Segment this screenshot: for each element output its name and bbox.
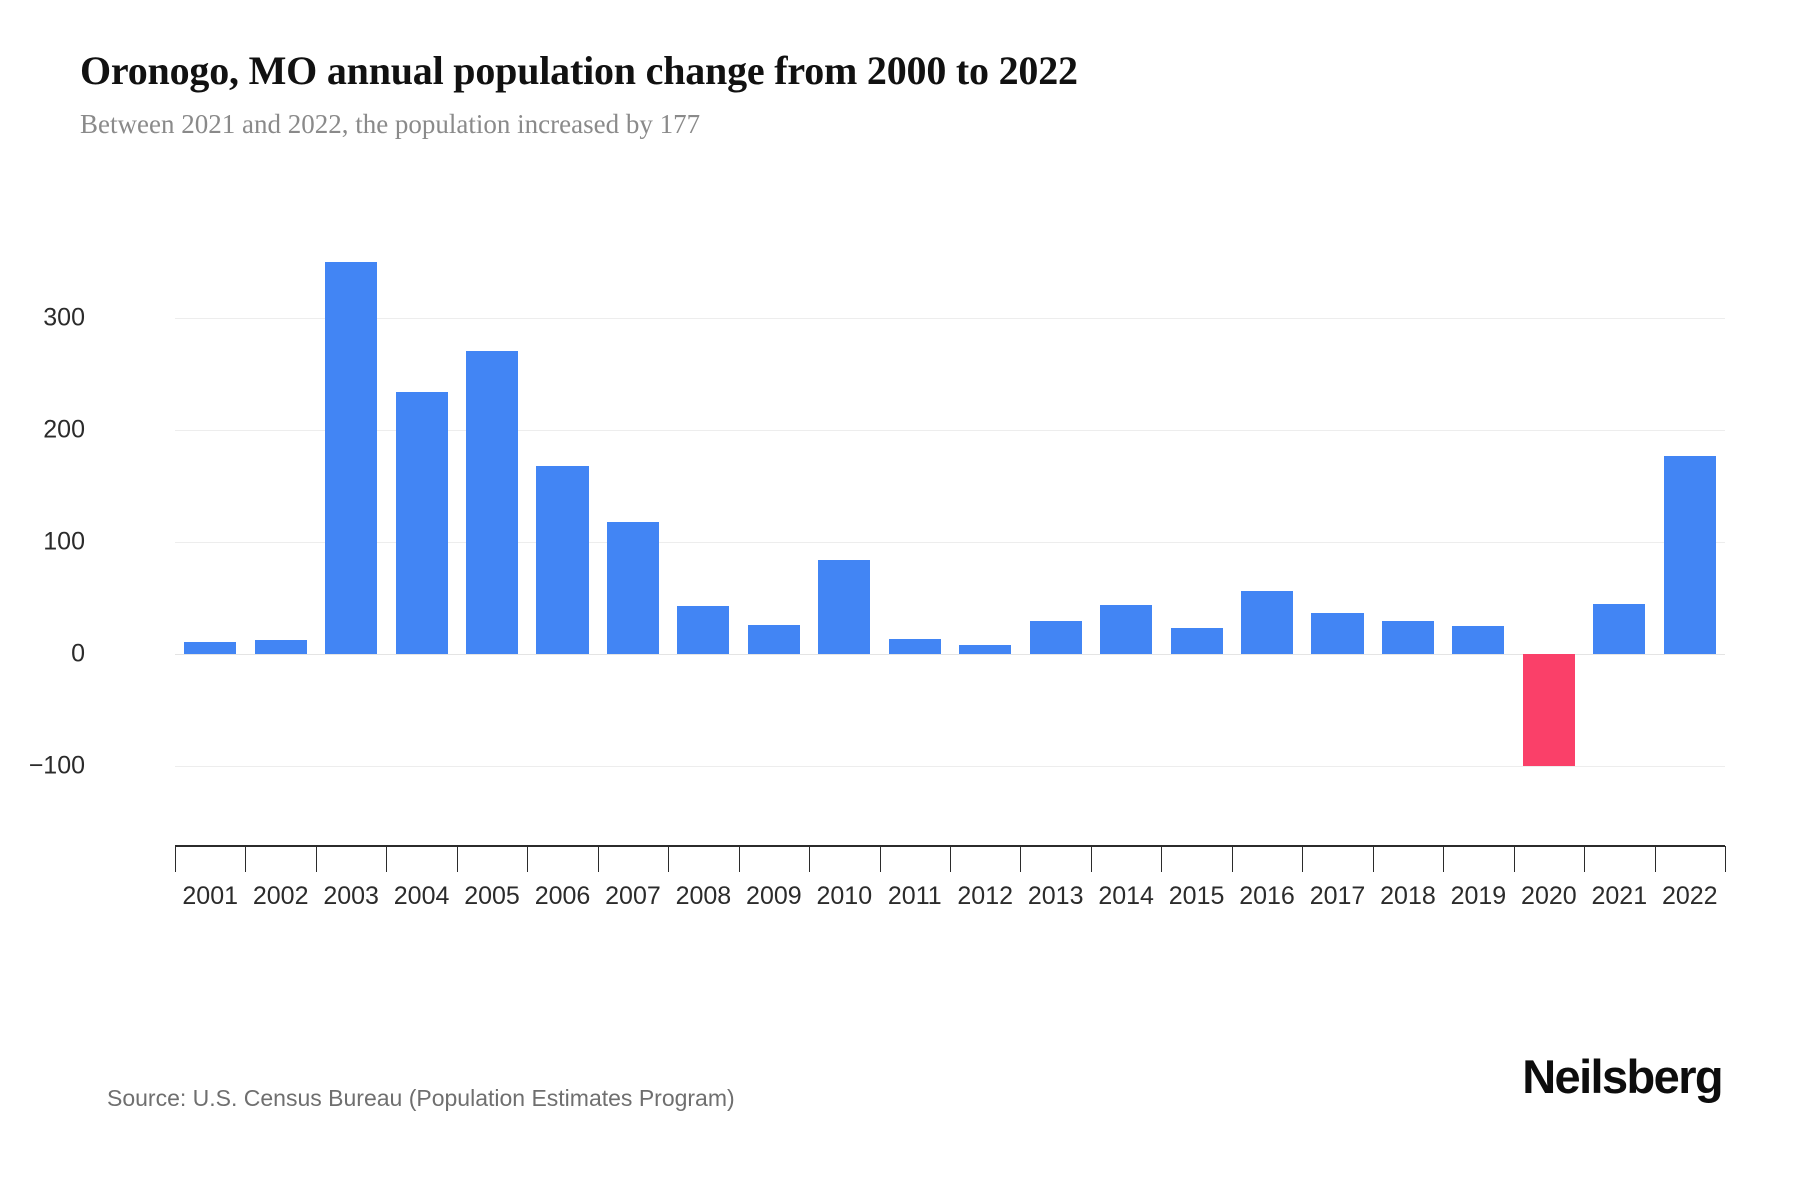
bar-2016[interactable] (1240, 590, 1294, 655)
chart-header: Oronogo, MO annual population change fro… (80, 48, 1720, 140)
gridline-0 (175, 654, 1725, 656)
x-tick (597, 846, 599, 872)
bar-2017[interactable] (1311, 612, 1364, 655)
x-tick-label-2019: 2019 (1450, 882, 1507, 910)
x-axis-labels: 2001 2002 2003 2004 2005 2006 2007 2008 2009 2010… (175, 882, 1725, 922)
bar-2019[interactable] (1452, 626, 1505, 655)
bar-2020[interactable] (1522, 654, 1575, 767)
bar-2005[interactable] (465, 350, 519, 655)
bar-2015[interactable] (1170, 627, 1223, 655)
neilsberg-logo: Neilsberg (1522, 1050, 1723, 1103)
y-tick-label: 100 (43, 527, 85, 556)
x-tick (527, 846, 529, 872)
x-tick-label-2006: 2006 (534, 882, 591, 910)
x-tick (879, 846, 881, 872)
bar-2007[interactable] (606, 522, 659, 655)
x-tick-label-2017: 2017 (1309, 882, 1366, 910)
x-tick-label-2004: 2004 (393, 882, 450, 910)
plot-canvas: 300 200 100 0 −100 (29, 240, 1725, 800)
chart-subtitle: Between 2021 and 2022, the population in… (80, 109, 701, 139)
x-tick-label-2012: 2012 (957, 882, 1014, 910)
bar-2010[interactable] (818, 560, 871, 655)
x-tick-label-2022: 2022 (1661, 882, 1718, 910)
x-tick-label-2009: 2009 (746, 882, 802, 910)
x-tick (1161, 846, 1163, 872)
bar-2001[interactable] (184, 642, 237, 655)
x-tick-label-2015: 2015 (1168, 882, 1225, 910)
x-tick (1725, 846, 1726, 872)
x-tick-label-2002: 2002 (252, 882, 309, 910)
x-tick-label-2013: 2013 (1027, 882, 1084, 910)
x-tick-label-2003: 2003 (323, 882, 379, 910)
page-title: Oronogo, MO annual population change fro… (80, 48, 1078, 93)
bar-2003[interactable] (325, 262, 378, 655)
bar-2009[interactable] (747, 625, 800, 655)
x-tick (1020, 846, 1022, 872)
bar-2012[interactable] (959, 645, 1012, 655)
chart-footer: Source: U.S. Census Bureau (Population E… (0, 1050, 1800, 1145)
bar-2008[interactable] (677, 606, 730, 655)
y-tick-label: 200 (43, 415, 85, 444)
x-tick (175, 846, 176, 872)
bar-2006[interactable] (536, 466, 589, 655)
x-tick-label-2021: 2021 (1591, 882, 1648, 910)
x-tick-label-2014: 2014 (1098, 882, 1154, 910)
x-tick (1654, 846, 1656, 872)
x-tick (809, 846, 811, 872)
x-tick-label-2001: 2001 (182, 882, 239, 910)
bar-2022[interactable] (1663, 456, 1716, 655)
x-tick-label-2016: 2016 (1239, 882, 1295, 910)
y-tick-label: 0 (71, 639, 85, 668)
x-tick-label-2005: 2005 (464, 882, 520, 910)
plot-area: 300 200 100 0 −100 2001 2002 2003 2004 2005 2006 2… (0, 210, 1800, 930)
x-tick (1513, 846, 1515, 872)
bar-2002[interactable] (254, 639, 307, 655)
x-tick (386, 846, 388, 872)
bar-2013[interactable] (1029, 620, 1082, 655)
bar-2011[interactable] (888, 638, 941, 655)
y-tick-label: −100 (28, 751, 85, 780)
bar-2018[interactable] (1381, 620, 1434, 655)
x-tick (456, 846, 458, 872)
x-tick (1231, 846, 1233, 872)
gridline-300 (175, 318, 1725, 320)
x-tick (668, 846, 670, 872)
x-tick (950, 846, 951, 872)
x-tick-label-2007: 2007 (605, 882, 661, 910)
x-tick-label-2020: 2020 (1521, 882, 1577, 910)
bar-2014[interactable] (1100, 605, 1153, 655)
x-tick (1584, 846, 1586, 872)
y-tick-label: 300 (43, 303, 85, 332)
gridline-200 (175, 430, 1725, 432)
x-tick (738, 846, 740, 872)
x-tick (1090, 846, 1092, 872)
x-tick (315, 846, 317, 872)
source-note: Source: U.S. Census Bureau (Population E… (107, 1085, 735, 1111)
bar-series (175, 240, 1725, 800)
bar-2021[interactable] (1593, 604, 1646, 655)
gridline-100 (175, 542, 1725, 544)
gridline--100 (175, 766, 1725, 768)
x-tick-label-2008: 2008 (675, 882, 732, 910)
x-tick (1302, 846, 1304, 872)
x-tick (1372, 846, 1374, 872)
x-tick-label-2010: 2010 (816, 882, 873, 910)
x-tick (1443, 846, 1445, 872)
bar-2004[interactable] (395, 392, 448, 655)
x-tick-label-2011: 2011 (887, 882, 942, 910)
x-tick-label-2018: 2018 (1380, 882, 1436, 910)
x-axis-ticks (175, 846, 1726, 876)
x-tick (245, 846, 247, 872)
